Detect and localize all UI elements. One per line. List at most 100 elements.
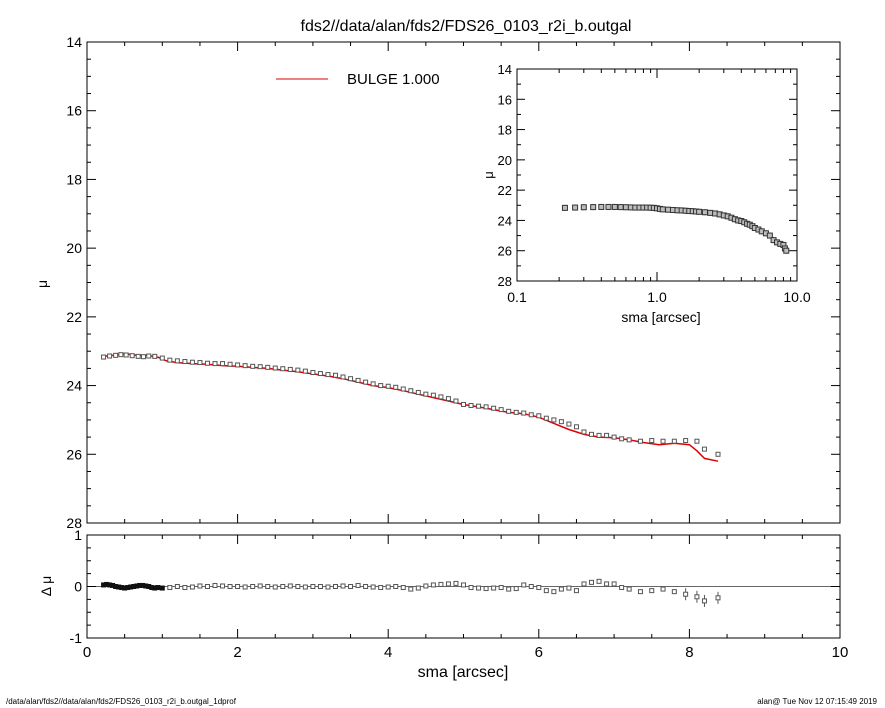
residual-point [536,585,542,591]
data-point [370,381,376,387]
residual-point [589,579,595,585]
inset-y-tick-label: 20 [498,153,512,168]
data-point [543,415,549,421]
residual-point [182,585,188,591]
residual-point [483,586,489,592]
residual-point [212,582,218,588]
residual-point [174,584,180,589]
inset-y-axis-label: μ [481,171,496,179]
data-point [461,401,466,407]
data-point [235,362,241,368]
residual-point [325,584,331,590]
residual-point [265,584,271,589]
residual-point [159,585,165,591]
main-ticks [86,41,841,524]
inset-y-tick-label: 18 [498,123,512,138]
residual-point [573,588,579,594]
footer-path: /data/alan/fds2//data/alan/fds2/FDS26_01… [6,697,236,706]
data-point [135,353,141,359]
data-point [611,434,617,440]
residual-panel: 10-10 2 4 6 8 10 Δ μ sma [arcsec] [38,527,848,681]
residual-point [393,584,399,589]
residual-point [287,583,293,589]
x-tick-label: 8 [685,644,693,661]
inset-data-point [659,206,666,213]
residual-point [242,584,248,590]
residual-point [581,581,587,587]
chart-title: fds2//data/alan/fds2/FDS26_0103_r2i_b.ou… [301,18,632,35]
data-point [348,376,354,382]
main-tick-labels: 14 16 18 20 22 24 26 28 [66,34,82,531]
data-point [363,379,369,385]
residual-point [637,589,643,595]
residual-point [715,595,721,601]
residual-point [415,585,421,591]
data-point [573,424,579,430]
inset-ticks [516,68,798,282]
residual-point [430,582,436,588]
data-point [212,361,218,367]
residual-point [167,585,173,591]
data-point [619,436,625,442]
residual-point [611,581,617,587]
data-point [408,388,414,394]
inset-data-point [598,203,605,210]
footer-timestamp: alan@ Tue Nov 12 07:15:49 2019 [757,697,877,706]
inset-data-point [696,208,703,215]
residual-point [683,591,689,597]
data-point [626,437,632,443]
data-point [242,363,248,369]
data-point [589,431,595,437]
data-point [483,404,489,410]
data-point [400,386,406,392]
residual-point [701,598,707,604]
data-point [197,360,203,366]
data-point [385,383,391,389]
legend-label: BULGE 1.000 [347,71,440,88]
data-point [250,363,256,369]
data-point [159,355,165,361]
data-point [528,412,534,418]
x-tick-label: 10 [832,644,849,661]
data-point [265,364,271,370]
residual-point [272,584,278,590]
data-point [637,438,643,444]
residual-point [453,580,459,586]
residual-point [340,583,346,589]
data-point [146,353,152,359]
data-point [257,364,263,370]
residual-point [235,584,241,589]
residual-point [385,584,391,590]
residual-point [302,584,308,590]
data-point [287,366,293,372]
residual-point [558,586,564,592]
residual-point [543,588,549,594]
residual-point [521,582,527,588]
residual-point [649,588,655,594]
main-y-tick-label: 26 [66,446,82,462]
inset-y-tick-label: 14 [498,62,512,77]
residual-point [604,581,610,587]
data-point [393,384,399,390]
residual-point [596,578,602,584]
data-point [701,446,707,452]
data-point [521,410,527,416]
inset-data-point [707,209,714,216]
residual-point [660,586,666,592]
residual-point [332,584,338,589]
data-point [204,360,210,366]
residual-point [551,589,557,595]
residual-point [513,586,519,592]
inset-y-tick-label: 24 [498,213,512,228]
residual-point [155,585,161,591]
data-point [536,413,542,419]
residual-point [400,585,406,591]
residual-tick-labels: 10-10 2 4 6 8 10 [70,527,849,661]
residual-point [227,584,233,589]
inset-y-tick-label: 22 [498,183,512,198]
inset-data-point [766,232,773,239]
inset-data-points [561,203,790,254]
main-data-points [101,352,721,457]
residual-point [310,584,316,589]
